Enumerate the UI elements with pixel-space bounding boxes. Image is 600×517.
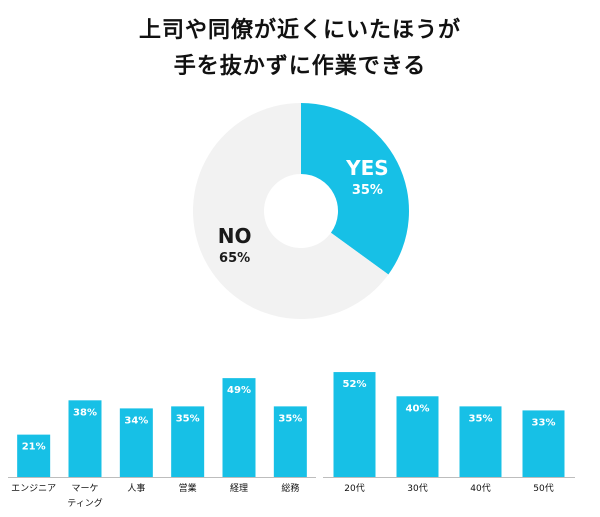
category-label: 40代 [470, 483, 490, 494]
donut-value-yes: 35% [352, 183, 383, 198]
bar-value-label: 38% [73, 407, 97, 418]
bar-value-label: 49% [227, 385, 251, 396]
bar-value-label: 40% [406, 403, 430, 414]
bar [333, 372, 376, 477]
category-label: マーケ [71, 483, 98, 494]
bar-value-label: 34% [124, 415, 148, 426]
donut-value-no: 65% [219, 251, 250, 266]
category-label: 30代 [407, 483, 427, 494]
bar-value-label: 35% [176, 413, 200, 424]
category-label: エンジニア [11, 484, 56, 494]
category-label: 20代 [344, 483, 364, 494]
donut-label-no: NO [218, 224, 252, 248]
bar [17, 434, 51, 477]
chart-title-line-2: 手を抜かずに作業できる [173, 54, 427, 79]
bar [171, 406, 205, 477]
category-label: 営業 [179, 482, 197, 494]
bar-value-label: 52% [343, 379, 367, 390]
bar [522, 410, 565, 477]
donut-chart: YES 35% NO 65% [192, 103, 409, 319]
donut-slice-yes [301, 103, 409, 275]
category-label: 50代 [533, 483, 553, 494]
bar-value-label: 21% [22, 442, 46, 453]
donut-slice-no [192, 103, 389, 319]
bar [273, 406, 307, 477]
bar-value-label: 33% [532, 417, 556, 428]
chart-title-line-1: 上司や同僚が近くにいたほうが [138, 18, 461, 43]
category-label: ティング [67, 497, 102, 509]
category-label: 人事 [127, 482, 145, 494]
bar [68, 400, 102, 477]
donut-label-yes: YES [345, 156, 389, 180]
age-bar-chart: 52% 20代 40% 30代 35% 40代 33% 50代 [323, 372, 575, 494]
bar [119, 408, 153, 477]
bar [222, 378, 256, 477]
category-label: 経理 [230, 482, 248, 494]
bar [396, 396, 439, 477]
bar-value-label: 35% [469, 413, 493, 424]
bar-value-label: 35% [278, 413, 302, 424]
category-label: 総務 [281, 482, 299, 494]
bar [459, 406, 502, 477]
